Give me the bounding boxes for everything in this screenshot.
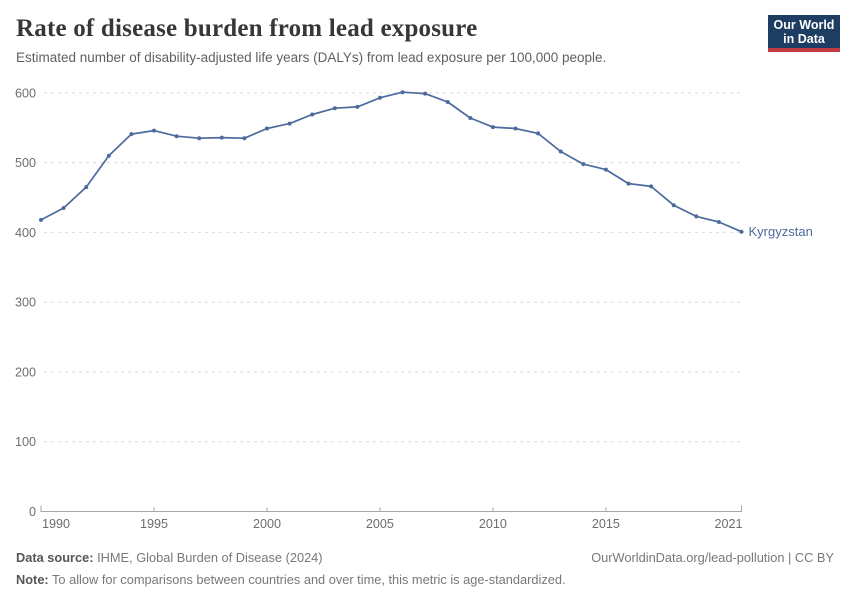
data-point (400, 90, 405, 95)
owid-url-link[interactable]: OurWorldinData.org/lead-pollution | CC B… (591, 550, 834, 565)
data-source: Data source: IHME, Global Burden of Dise… (16, 550, 323, 565)
data-point (61, 206, 66, 210)
footer-note-text: To allow for comparisons between countri… (48, 572, 566, 587)
data-point (603, 167, 608, 172)
data-point (84, 185, 89, 190)
data-point (445, 100, 450, 104)
y-axis-tick-label: 200 (15, 365, 36, 379)
data-point (649, 184, 654, 189)
data-point (265, 126, 269, 131)
data-point (536, 131, 541, 136)
x-axis-tick-label: 2021 (714, 517, 742, 531)
data-point (671, 203, 676, 208)
data-point (581, 162, 586, 167)
owid-logo-line1: Our World (773, 18, 835, 32)
data-point (558, 149, 563, 154)
chart-title: Rate of disease burden from lead exposur… (16, 15, 478, 42)
data-point (332, 106, 337, 111)
chart-header: Rate of disease burden from lead exposur… (16, 15, 750, 66)
data-point (378, 95, 382, 100)
data-point (310, 112, 315, 117)
data-point (174, 134, 179, 139)
x-axis-tick-label: 1990 (42, 517, 70, 531)
data-point (219, 135, 224, 140)
x-axis-tick-label: 2010 (479, 517, 507, 531)
y-axis-tick-label: 100 (15, 435, 36, 449)
y-axis-tick-label: 400 (15, 226, 36, 240)
data-point (716, 220, 721, 224)
chart-subtitle: Estimated number of disability-adjusted … (16, 50, 607, 65)
data-line-kyrgyzstan (40, 91, 743, 233)
x-axis-line (40, 505, 742, 512)
data-point (197, 136, 202, 141)
data-point (513, 126, 518, 131)
data-point (423, 91, 428, 96)
data-source-text: IHME, Global Burden of Disease (2024) (93, 550, 323, 565)
data-point (287, 121, 292, 126)
data-point (490, 125, 495, 130)
data-point (129, 132, 134, 137)
data-point (694, 214, 699, 219)
data-point (39, 217, 43, 222)
chart-footer: Data source: IHME, Global Burden of Dise… (16, 550, 834, 587)
y-axis-tick-label: 0 (29, 505, 36, 519)
footer-note: Note: To allow for comparisons between c… (16, 572, 834, 587)
y-axis-tick-label: 500 (15, 156, 36, 170)
data-point (152, 128, 156, 133)
data-point (355, 104, 360, 109)
data-point (739, 229, 744, 234)
x-axis-tick-label: 1995 (140, 517, 168, 531)
data-source-label: Data source: (16, 550, 94, 565)
data-point (106, 153, 111, 158)
data-point (468, 116, 473, 120)
data-point (242, 136, 247, 141)
owid-logo[interactable]: Our World in Data (768, 15, 840, 52)
y-axis-tick-label: 600 (15, 86, 36, 100)
y-axis-tick-label: 300 (15, 296, 36, 310)
x-axis-tick-label: 2000 (253, 517, 281, 531)
owid-logo-line2: in Data (783, 32, 825, 46)
x-axis-tick-label: 2005 (366, 517, 394, 531)
x-axis-tick-label: 2015 (592, 517, 620, 531)
data-point (626, 181, 631, 186)
footer-note-label: Note: (16, 572, 49, 587)
entity-label: Kyrgyzstan (749, 224, 813, 239)
